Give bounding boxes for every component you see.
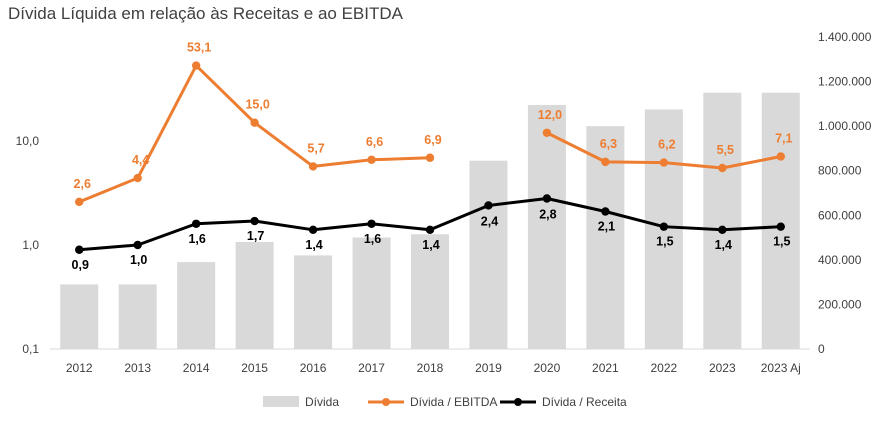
receita-label-2023 Aj: 1,5 [773,235,790,249]
bar-2020 [527,104,566,349]
x-tick-label: 2016 [300,361,327,375]
x-tick-label: 2013 [124,361,151,375]
x-tick-label: 2021 [592,361,619,375]
right-tick-label: 1.400.000 [818,30,872,44]
ebitda-label-2023 Aj: 7,1 [775,131,792,145]
ebitda-point-2013 [133,173,142,183]
receita-point-2012 [75,245,84,254]
receita-label-2019: 2,4 [481,214,498,228]
bar-2012 [60,284,99,349]
line-series [75,61,785,254]
receita-point-2018 [425,225,435,235]
receita-point-2022 [659,222,669,231]
bar-2017 [352,237,391,349]
receita-point-2013 [133,240,142,250]
right-tick-label: 600.000 [818,208,862,222]
legend-label-ebitda: Dívida / EBITDA [410,395,497,409]
right-tick-label: 800.000 [818,164,862,178]
receita-label-2014: 1,6 [188,232,205,246]
left-tick-label: 10,0 [16,134,40,148]
ebitda-label-2018: 6,9 [424,133,441,147]
bar-2014 [177,262,216,349]
receita-point-2021 [601,207,610,216]
ebitda-label-2023: 5,5 [717,143,734,157]
receita-point-2017 [367,219,376,228]
ebitda-label-2016: 5,7 [307,141,324,155]
bar-2019 [469,160,508,349]
bar-2015 [235,242,274,349]
data-labels: 2,6 4,4 53,1 15,0 5,7 6,6 6,9 12,0 6,3 6,2 5,5 7,1 0… [72,41,793,272]
receita-point-2023 [718,225,727,235]
bars-dívida [60,92,800,350]
ebitda-label-2013: 4,4 [132,153,149,167]
receita-point-2015 [250,216,259,226]
receita-label-2017: 1,6 [364,232,381,246]
x-tick-label: 2023 [709,361,736,375]
receita-label-2018: 1,4 [422,238,439,252]
right-tick-label: 1.200.000 [818,75,872,89]
legend: Dívida Dívida / EBITDA Dívida / Receita [263,395,627,409]
ebitda-point-2023 [718,163,727,173]
legend-marker-receita [514,398,522,406]
receita-label-2020: 2,8 [539,207,556,221]
x-tick-label: 2015 [241,361,268,375]
ebitda-point-2016 [308,162,318,171]
ebitda-label-2012: 2,6 [74,177,91,191]
right-tick-label: 1.000.000 [818,119,872,133]
receita-point-2023 Aj [776,222,785,231]
ebitda-point-2015 [250,118,259,127]
receita-point-2020 [542,194,552,203]
x-tick-label: 2019 [475,361,502,375]
receita-label-2023: 1,4 [715,238,732,252]
legend-label-receita: Dívida / Receita [542,395,627,409]
bar-2018 [411,234,449,349]
ebitda-point-2017 [367,155,376,164]
receita-label-2021: 2,1 [598,219,615,233]
x-tick-label: 2022 [650,361,677,375]
ebitda-label-2020: 12,0 [538,108,562,122]
ebitda-point-2021 [601,157,610,167]
bar-2013 [118,284,157,349]
ebitda-label-2015: 15,0 [245,98,269,112]
right-tick-label: 400.000 [818,253,862,267]
bar-2016 [294,255,333,349]
receita-label-2016: 1,4 [305,238,322,252]
ebitda-point-2022 [659,158,669,167]
receita-label-2022: 1,5 [656,235,673,249]
legend-marker-ebitda [382,398,390,406]
legend-label-divida: Dívida [305,395,339,409]
ebitda-point-2014 [191,61,201,70]
x-tick-label: 2023 Aj [761,361,801,375]
ebitda-point-2020 [542,128,552,137]
x-tick-label: 2020 [534,361,561,375]
receita-point-2016 [308,225,318,235]
left-tick-label: 1,0 [22,238,39,252]
axes: 0,1 1,0 10,0 0 200.000 400.000 600.000 800.000 1… [16,30,872,375]
ebitda-label-2022: 6,2 [658,138,675,152]
x-tick-label: 2012 [66,361,93,375]
x-tick-label: 2018 [417,361,444,375]
left-tick-label: 0,1 [22,342,39,356]
ebitda-line [77,64,432,204]
receita-label-2013: 1,0 [130,253,147,267]
right-tick-label: 200.000 [818,297,862,311]
chart-title: Dívida Líquida em relação às Receitas e … [8,4,403,23]
ebitda-label-2021: 6,3 [600,137,617,151]
bar-2023 Aj [761,92,800,349]
receita-point-2014 [191,219,201,228]
receita-label-2012: 0,9 [72,258,89,272]
ebitda-point-2018 [425,153,435,162]
bar-2023 [703,92,742,349]
legend-swatch-divida [263,396,299,407]
receita-point-2019 [484,201,493,210]
ebitda-label-2014: 53,1 [187,41,211,55]
ebitda-point-2012 [75,197,84,207]
x-tick-label: 2014 [183,361,210,375]
right-tick-label: 0 [818,342,825,356]
x-tick-label: 2017 [358,361,385,375]
ebitda-label-2017: 6,6 [366,135,383,149]
ebitda-point-2023 Aj [776,152,785,161]
receita-label-2015: 1,7 [247,229,264,243]
